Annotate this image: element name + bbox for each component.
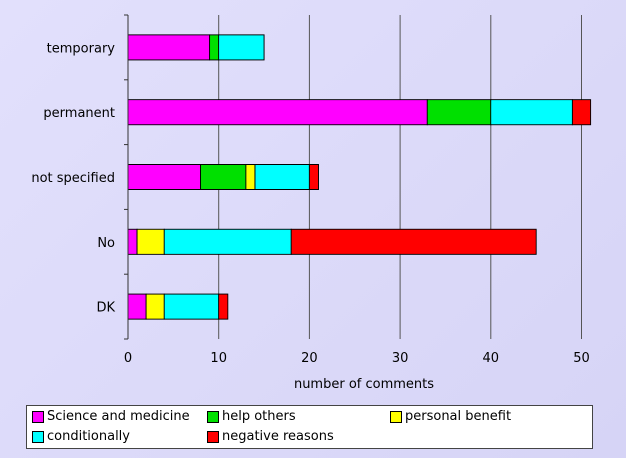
bar-shading (164, 294, 219, 319)
legend: Science and medicine help others personal … (26, 405, 593, 449)
x-tick-label: 40 (483, 351, 500, 366)
bar-shading (427, 100, 491, 125)
bar-shading (128, 165, 201, 189)
y-tick-label: not specified (31, 171, 115, 186)
bar-shading (128, 294, 146, 319)
y-tick-labels: temporary permanent not specified No DK (31, 41, 115, 315)
gridlines (218, 15, 582, 339)
bar-shading (146, 294, 164, 319)
legend-label: help others (222, 409, 296, 424)
x-tick-label: 0 (124, 351, 132, 366)
bar-shading (210, 35, 219, 60)
bar-shading (137, 229, 164, 254)
axes (124, 14, 129, 340)
legend-item: Science and medicine (32, 409, 190, 424)
x-tick-label: 30 (392, 351, 409, 366)
y-tick-label: DK (96, 301, 115, 316)
y-tick-label: permanent (43, 106, 115, 121)
bar-shading (128, 229, 137, 254)
legend-item: help others (207, 409, 296, 424)
bar-shading (491, 100, 572, 125)
x-tick-label: 20 (301, 351, 318, 366)
bar-shading (255, 165, 309, 189)
bar-shading (128, 35, 210, 60)
legend-swatch (390, 410, 402, 423)
x-tick-label: 50 (573, 351, 590, 366)
bar-shading (128, 100, 427, 125)
bar-shading (164, 229, 291, 254)
bar-shading (309, 165, 318, 189)
legend-label: negative reasons (222, 429, 334, 444)
legend-item: negative reasons (207, 429, 334, 444)
bars (127, 34, 592, 320)
bar-shading (572, 100, 591, 125)
legend-swatch (207, 430, 219, 443)
y-tick-label: No (97, 236, 115, 251)
bar-shading (219, 294, 228, 319)
legend-item: conditionally (32, 429, 130, 444)
legend-swatch (207, 410, 219, 423)
legend-label: Science and medicine (47, 409, 190, 424)
bar-shading (201, 165, 246, 189)
y-tick-label: temporary (47, 41, 116, 56)
legend-item: personal benefit (390, 409, 511, 424)
legend-swatch (32, 410, 44, 423)
legend-swatch (32, 430, 44, 443)
legend-label: personal benefit (405, 409, 512, 424)
bar-chart: temporary permanent not specified No DK 0 10 2… (31, 14, 592, 392)
bar-shading (219, 35, 264, 60)
bar-shading (246, 165, 255, 189)
x-tick-label: 10 (210, 351, 227, 366)
x-tick-labels: 0 10 20 30 40 50 (124, 351, 590, 366)
legend-label: conditionally (47, 429, 130, 444)
bar-shading (291, 229, 536, 254)
x-axis-label: number of comments (294, 377, 434, 392)
